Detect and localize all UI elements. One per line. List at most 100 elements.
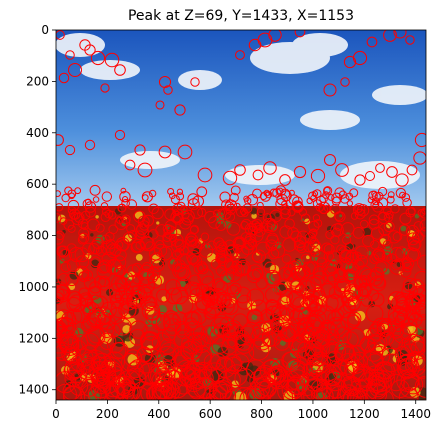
peak-marker [347, 311, 362, 326]
peak-marker [225, 244, 240, 258]
peak-marker [268, 248, 280, 260]
peak-marker [98, 275, 111, 288]
field-speckle [156, 221, 160, 225]
peak-marker [362, 234, 375, 248]
peak-marker [197, 167, 213, 183]
peak-marker [66, 258, 81, 273]
peak-marker [181, 333, 202, 355]
peak-marker [312, 214, 321, 222]
peak-marker [368, 190, 378, 201]
peak-marker [225, 364, 248, 387]
peak-marker [67, 224, 76, 233]
peak-marker [323, 186, 333, 196]
peak-marker [177, 144, 193, 160]
peak-marker [330, 319, 350, 339]
peak-marker [311, 290, 327, 306]
peak-marker [215, 252, 227, 264]
peak-marker [317, 305, 336, 325]
peak-marker [106, 323, 121, 338]
peak-marker [246, 194, 259, 206]
field-speckle [379, 238, 387, 245]
peak-marker [234, 164, 246, 176]
peak-marker [366, 353, 384, 371]
peak-marker [279, 326, 296, 343]
peak-marker [263, 161, 277, 175]
peak-marker [131, 284, 146, 299]
peak-marker [167, 187, 175, 196]
peak-marker [137, 162, 153, 178]
peak-marker [303, 372, 323, 392]
peak-marker [137, 215, 150, 228]
peak-marker [126, 361, 144, 379]
peak-marker [276, 187, 284, 195]
peak-marker [336, 278, 351, 293]
peak-marker [234, 261, 250, 277]
peak-marker [344, 285, 360, 300]
peak-marker [179, 366, 201, 388]
peak-marker [313, 250, 328, 265]
peak-marker [195, 377, 218, 399]
peak-marker [221, 339, 237, 355]
peak-marker [417, 209, 426, 217]
peak-marker [209, 327, 227, 344]
peak-marker [355, 286, 369, 301]
peak-marker [150, 366, 170, 386]
peak-marker [386, 166, 398, 178]
peak-marker [79, 344, 98, 363]
peak-marker [130, 241, 142, 253]
peak-marker [243, 195, 250, 202]
peak-marker [391, 259, 402, 270]
peak-marker [121, 352, 140, 372]
peak-marker [387, 191, 395, 199]
peak-marker [208, 288, 227, 306]
peak-marker [370, 292, 385, 307]
x-tick-label: 1000 [298, 407, 329, 421]
peak-marker [264, 261, 276, 274]
peak-marker [127, 386, 151, 400]
peak-marker [250, 327, 270, 348]
peak-marker [163, 85, 173, 95]
peak-marker [119, 293, 138, 311]
peak-marker [155, 100, 165, 110]
peak-marker [401, 283, 418, 300]
peak-marker [255, 241, 270, 256]
peak-marker [392, 306, 409, 323]
peak-marker [70, 340, 87, 357]
peak-marker [280, 190, 292, 202]
peak-marker [393, 30, 407, 39]
peak-marker [322, 266, 339, 283]
peak-marker [327, 316, 346, 336]
peak-marker [140, 382, 162, 400]
peak-marker [91, 369, 111, 389]
peak-marker [286, 274, 301, 289]
peak-marker [119, 191, 131, 203]
peak-marker [148, 229, 159, 240]
peak-marker [280, 204, 291, 215]
peak-marker [406, 232, 420, 246]
peak-marker [369, 254, 380, 264]
peak-marker [259, 359, 282, 383]
peak-marker [157, 360, 176, 380]
field-speckle [124, 234, 133, 242]
peak-marker [100, 83, 110, 93]
peak-marker [56, 318, 65, 334]
peak-marker [219, 316, 235, 332]
peak-marker [197, 268, 214, 285]
peak-marker [232, 264, 246, 277]
peak-marker [284, 218, 295, 229]
peak-marker [77, 235, 87, 245]
peak-marker [215, 219, 227, 232]
peak-marker [354, 174, 366, 186]
peak-marker [226, 222, 241, 236]
field-speckle [362, 227, 371, 236]
peak-marker [264, 269, 281, 287]
peak-marker [181, 212, 194, 226]
peak-marker [74, 247, 90, 263]
peak-marker [340, 249, 355, 264]
peak-marker [312, 189, 322, 198]
peak-marker [112, 376, 132, 395]
field-speckle [275, 212, 280, 218]
peak-marker [252, 321, 270, 340]
peak-marker [203, 362, 227, 385]
peak-marker [88, 327, 105, 344]
